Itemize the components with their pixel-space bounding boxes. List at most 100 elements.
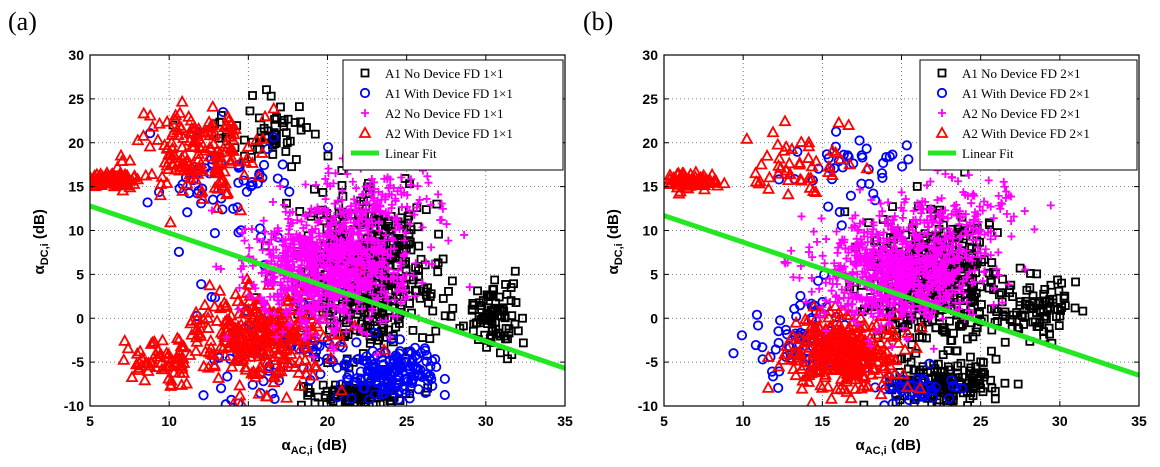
data-point: [326, 225, 335, 234]
data-point: [286, 304, 295, 313]
data-point: [906, 278, 915, 287]
data-point: [807, 273, 816, 282]
data-point: [847, 300, 856, 309]
data-point: [364, 264, 373, 273]
data-point: [342, 246, 351, 255]
legend-label: A2 No Device FD 1×1: [385, 106, 504, 121]
data-point: [323, 151, 333, 161]
data-point: [851, 241, 860, 250]
data-point: [340, 399, 350, 406]
data-point: [207, 194, 219, 205]
data-point: [413, 182, 422, 191]
data-point: [125, 370, 139, 383]
data-point: [296, 125, 306, 135]
data-point: [310, 398, 320, 406]
data-point: [293, 378, 307, 391]
x-tick-label: 20: [320, 413, 336, 429]
data-point: [953, 278, 963, 288]
data-point: [867, 196, 876, 205]
data-point: [384, 208, 393, 217]
data-point: [365, 314, 374, 323]
data-point: [258, 159, 270, 171]
data-point: [162, 358, 176, 371]
data-point: [173, 359, 188, 372]
data-point: [324, 231, 333, 240]
data-point: [967, 279, 976, 288]
data-point: [848, 308, 857, 317]
data-point: [361, 285, 370, 294]
data-point: [395, 225, 404, 234]
data-point: [335, 204, 344, 213]
data-point: [808, 253, 817, 262]
data-point: [962, 334, 972, 344]
data-point: [855, 294, 864, 303]
data-point: [901, 380, 915, 392]
data-point: [821, 296, 830, 305]
data-point: [148, 347, 163, 359]
data-point: [832, 306, 846, 318]
data-point: [823, 321, 837, 333]
data-point: [413, 384, 424, 395]
data-point: [413, 369, 424, 380]
data-point: [776, 353, 790, 365]
data-point: [283, 246, 292, 255]
data-point: [944, 393, 955, 404]
data-point: [320, 262, 329, 271]
data-point: [785, 329, 799, 341]
data-point: [946, 375, 957, 386]
data-point: [778, 114, 792, 127]
data-point: [707, 174, 721, 187]
data-point: [885, 258, 894, 267]
data-point: [415, 195, 424, 204]
data-point: [341, 250, 350, 259]
data-point: [268, 197, 277, 206]
data-point: [518, 338, 528, 348]
data-point: [350, 195, 359, 204]
data-point: [848, 268, 857, 277]
data-point: [518, 313, 527, 323]
data-point: [277, 118, 287, 128]
data-point: [472, 318, 482, 328]
data-point: [887, 398, 898, 406]
data-point: [355, 230, 364, 239]
data-point: [884, 151, 895, 162]
data-point: [931, 227, 940, 236]
data-point: [395, 356, 407, 367]
data-point: [821, 326, 830, 335]
data-point: [990, 284, 999, 293]
data-point: [968, 391, 978, 401]
data-point: [278, 327, 287, 336]
data-point: [270, 272, 279, 281]
data-point: [201, 305, 215, 318]
data-point: [357, 328, 366, 337]
data-point: [852, 306, 861, 315]
data-point: [355, 323, 364, 332]
data-point: [326, 254, 335, 263]
data-point: [324, 351, 338, 363]
data-point: [255, 146, 269, 158]
data-point: [789, 303, 800, 314]
data-point: [213, 145, 227, 158]
data-point: [908, 315, 917, 324]
legend-marker: [360, 68, 370, 78]
data-point: [794, 173, 809, 186]
data-point: [238, 349, 252, 362]
y-tick-label: 30: [68, 47, 84, 63]
data-point: [305, 329, 314, 338]
data-point: [872, 303, 881, 312]
data-point: [368, 235, 377, 244]
data-point: [929, 344, 938, 353]
data-point: [165, 135, 179, 148]
data-point: [264, 329, 278, 342]
data-point: [909, 341, 924, 353]
data-point: [170, 331, 184, 344]
data-point: [418, 333, 427, 342]
data-point: [483, 319, 492, 329]
data-point: [862, 293, 871, 302]
data-point: [277, 289, 286, 298]
data-point: [345, 226, 354, 235]
data-point: [369, 245, 378, 254]
data-point: [984, 218, 994, 228]
data-point: [284, 247, 293, 256]
data-point: [805, 243, 814, 252]
